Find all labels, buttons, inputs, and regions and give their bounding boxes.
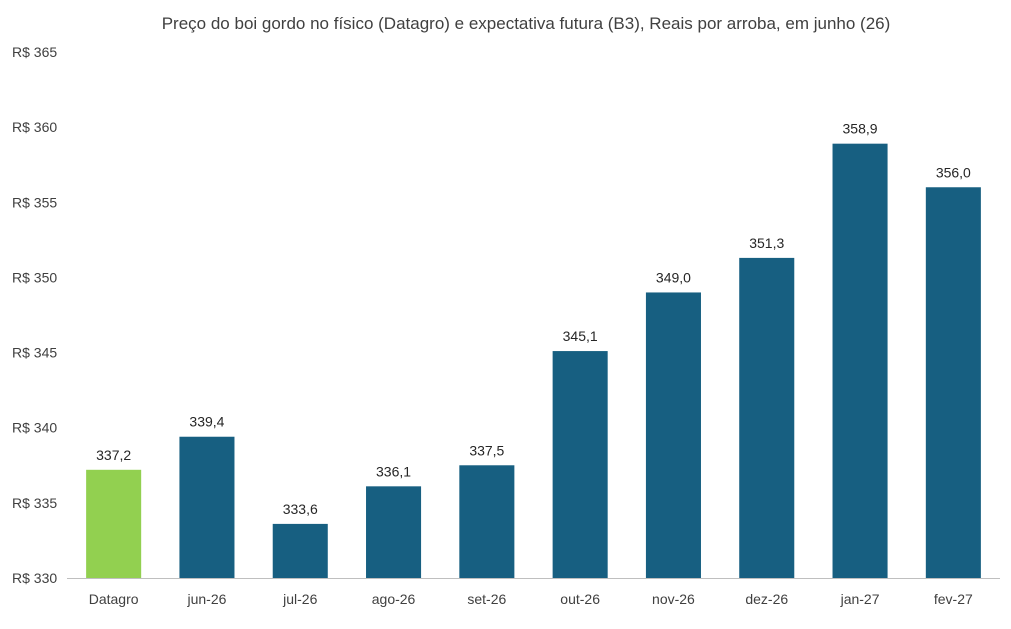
bar-jan-27 xyxy=(832,143,888,578)
y-tick-label: R$ 345 xyxy=(12,345,57,361)
data-label: 356,0 xyxy=(936,164,971,180)
x-axis: Datagro jun-26 jul-26 ago-26 set-26 out-26 nov… xyxy=(67,578,1000,607)
x-tick-label: out-26 xyxy=(560,591,600,607)
y-tick-label: R$ 350 xyxy=(12,269,57,285)
data-labels: 337,2 339,4 333,6 336,1 337,5 345,1 349,0 351,3… xyxy=(96,121,971,517)
data-label: 345,1 xyxy=(563,328,598,344)
y-tick-label: R$ 355 xyxy=(12,194,57,210)
bars xyxy=(86,143,981,578)
data-label: 337,2 xyxy=(96,447,131,463)
x-tick-label: fev-27 xyxy=(934,591,973,607)
bar-jul-26 xyxy=(272,523,328,578)
y-axis: R$ 330 R$ 335 R$ 340 R$ 345 R$ 350 R$ 355 R$ 3… xyxy=(12,44,57,586)
bar-dez-26 xyxy=(739,257,795,578)
data-label: 339,4 xyxy=(189,414,224,430)
data-label: 351,3 xyxy=(749,235,784,251)
x-tick-label: dez-26 xyxy=(745,591,788,607)
x-tick-label: Datagro xyxy=(89,591,139,607)
bar-fev-27 xyxy=(925,187,981,578)
data-label: 337,5 xyxy=(469,442,504,458)
bar-nov-26 xyxy=(645,292,701,578)
data-label: 336,1 xyxy=(376,463,411,479)
x-tick-label: jan-27 xyxy=(840,591,880,607)
y-tick-label: R$ 365 xyxy=(12,44,57,60)
data-label: 358,9 xyxy=(843,121,878,137)
x-tick-label: set-26 xyxy=(467,591,506,607)
y-tick-label: R$ 330 xyxy=(12,570,57,586)
x-tick-label: jun-26 xyxy=(186,591,226,607)
x-tick-label: ago-26 xyxy=(372,591,416,607)
y-tick-label: R$ 360 xyxy=(12,119,57,135)
bar-ago-26 xyxy=(366,486,422,578)
x-tick-label: nov-26 xyxy=(652,591,695,607)
y-tick-label: R$ 335 xyxy=(12,495,57,511)
bar-out-26 xyxy=(552,351,608,578)
y-tick-label: R$ 340 xyxy=(12,420,57,436)
chart-title: Preço do boi gordo no físico (Datagro) e… xyxy=(161,14,891,33)
x-tick-label: jul-26 xyxy=(282,591,317,607)
data-label: 349,0 xyxy=(656,269,691,285)
data-label: 333,6 xyxy=(283,501,318,517)
bar-datagro xyxy=(86,469,142,578)
bar-jun-26 xyxy=(179,436,235,578)
bar-set-26 xyxy=(459,465,515,578)
